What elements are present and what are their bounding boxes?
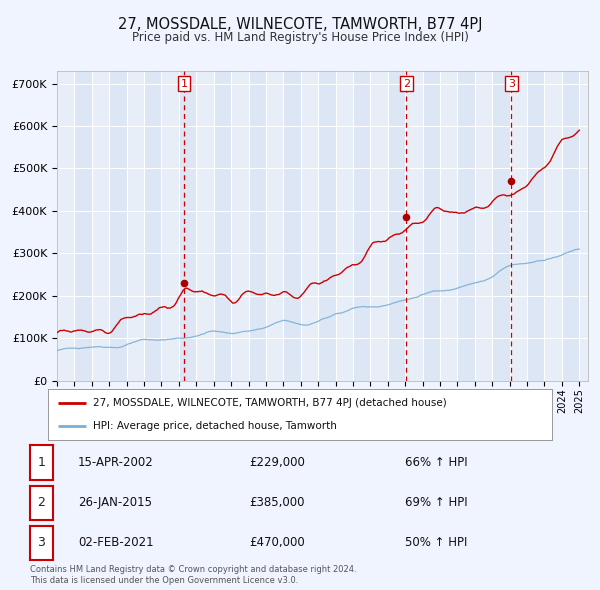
Text: 27, MOSSDALE, WILNECOTE, TAMWORTH, B77 4PJ (detached house): 27, MOSSDALE, WILNECOTE, TAMWORTH, B77 4… — [94, 398, 447, 408]
Bar — [57, 71, 74, 381]
Text: 1: 1 — [181, 78, 187, 88]
Text: Price paid vs. HM Land Registry's House Price Index (HPI): Price paid vs. HM Land Registry's House … — [131, 31, 469, 44]
Bar — [440, 71, 457, 381]
Bar — [266, 71, 283, 381]
Text: HPI: Average price, detached house, Tamworth: HPI: Average price, detached house, Tamw… — [94, 421, 337, 431]
Bar — [161, 71, 179, 381]
Text: 27, MOSSDALE, WILNECOTE, TAMWORTH, B77 4PJ: 27, MOSSDALE, WILNECOTE, TAMWORTH, B77 4… — [118, 17, 482, 31]
Bar — [509, 71, 527, 381]
Text: 2: 2 — [37, 496, 46, 509]
Text: 50% ↑ HPI: 50% ↑ HPI — [405, 536, 467, 549]
Text: £470,000: £470,000 — [249, 536, 305, 549]
Bar — [579, 71, 597, 381]
Text: Contains HM Land Registry data © Crown copyright and database right 2024.: Contains HM Land Registry data © Crown c… — [30, 565, 356, 574]
Bar — [301, 71, 318, 381]
Bar — [405, 71, 422, 381]
Bar — [370, 71, 388, 381]
Text: 26-JAN-2015: 26-JAN-2015 — [78, 496, 152, 509]
Bar — [196, 71, 214, 381]
Bar — [475, 71, 492, 381]
Text: 69% ↑ HPI: 69% ↑ HPI — [405, 496, 467, 509]
Text: £385,000: £385,000 — [249, 496, 305, 509]
Bar — [544, 71, 562, 381]
Text: 3: 3 — [508, 78, 515, 88]
Text: 2: 2 — [403, 78, 410, 88]
Bar — [127, 71, 144, 381]
Bar — [231, 71, 248, 381]
Bar — [335, 71, 353, 381]
Text: 15-APR-2002: 15-APR-2002 — [78, 456, 154, 469]
Text: 3: 3 — [37, 536, 46, 549]
Text: 66% ↑ HPI: 66% ↑ HPI — [405, 456, 467, 469]
Bar — [92, 71, 109, 381]
Text: 02-FEB-2021: 02-FEB-2021 — [78, 536, 154, 549]
Text: This data is licensed under the Open Government Licence v3.0.: This data is licensed under the Open Gov… — [30, 576, 298, 585]
Text: £229,000: £229,000 — [249, 456, 305, 469]
Text: 1: 1 — [37, 456, 46, 469]
